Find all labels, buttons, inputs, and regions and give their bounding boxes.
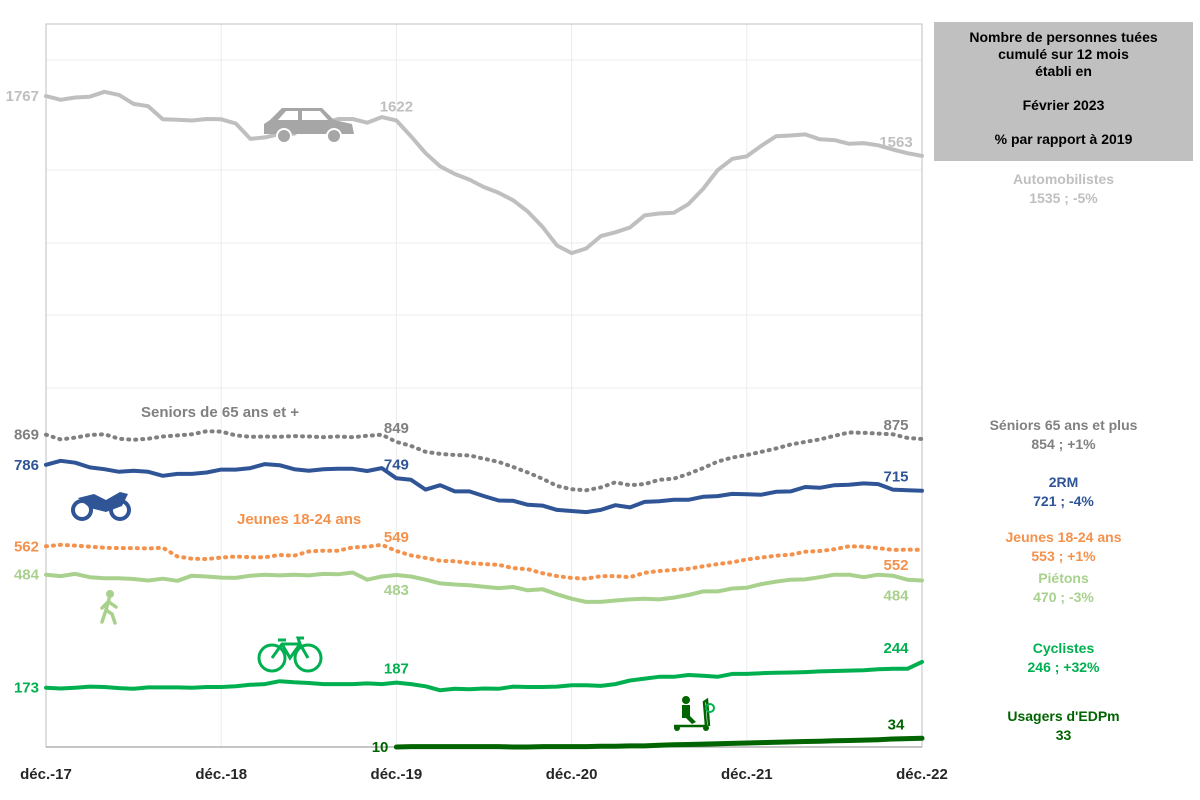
data-label-cyclistes: 244 [883, 640, 909, 657]
data-label-jeunes: 549 [384, 529, 409, 546]
legend-summary: 1535 ; -5% [1029, 190, 1098, 206]
series-line-jeunes [44, 542, 924, 581]
series-line-edpm [393, 735, 925, 750]
title-line-3: établi en [1035, 63, 1092, 79]
x-tick-label: déc.-22 [896, 766, 948, 783]
series-layer [44, 89, 925, 750]
car-icon [264, 108, 354, 144]
legend-name: Jeunes 18-24 ans [1005, 529, 1122, 545]
data-label-seniors: 875 [883, 417, 908, 434]
legend-seniors: Séniors 65 ans et plus 854 ; +1% [934, 416, 1193, 454]
data-label-auto: 1622 [380, 98, 413, 115]
data-label-rm: 786 [14, 457, 39, 474]
legend-summary: 246 ; +32% [1027, 659, 1100, 675]
data-label-jeunes: 562 [14, 538, 39, 555]
data-label-auto: 1767 [6, 88, 39, 105]
series-line-cyclistes [44, 659, 924, 693]
title-line-2: cumulé sur 12 mois [998, 46, 1129, 62]
scooter-icon [674, 696, 715, 731]
legend-name: Cyclistes [1032, 640, 1095, 656]
data-label-seniors: 849 [384, 420, 409, 437]
data-label-cyclistes: 173 [14, 680, 39, 697]
data-label-edpm: 10 [372, 739, 389, 756]
title-line-4: Février 2023 [1022, 97, 1105, 113]
legend-name: Piétons [1038, 570, 1089, 586]
data-label-auto: 1563 [879, 134, 912, 151]
legend-summary: 854 ; +1% [1031, 436, 1096, 452]
legend-name: Usagers d'EDPm [1007, 708, 1120, 724]
x-tick-label: déc.-21 [721, 766, 773, 783]
legend-summary: 33 [1055, 727, 1072, 743]
x-tick-label: déc.-17 [20, 766, 72, 783]
legend-summary: 721 ; -4% [1033, 493, 1094, 509]
series-line-auto [44, 89, 924, 256]
legend-cyclistes: Cyclistes 246 ; +32% [934, 639, 1193, 677]
legend-edpm: Usagers d'EDPm 33 [934, 707, 1193, 745]
data-label-rm: 749 [384, 456, 409, 473]
legend-automobilistes: Automobilistes 1535 ; -5% [934, 170, 1193, 208]
data-labels: 1767 1622 1563 869 849 875 786 749 715 562 549 552 4… [6, 88, 913, 756]
data-label-rm: 715 [883, 469, 908, 486]
x-axis: déc.-17 déc.-18 déc.-19 déc.-20 déc.-21 déc.-… [20, 766, 948, 783]
data-label-jeunes: 552 [883, 557, 908, 574]
motorcycle-icon [71, 492, 131, 521]
legend-jeunes: Jeunes 18-24 ans 553 ; +1% [934, 528, 1193, 566]
chart-title-box: Nombre de personnes tuées cumulé sur 12 … [934, 22, 1193, 161]
plot-area-border [45, 23, 923, 748]
legend-name: Automobilistes [1012, 171, 1115, 187]
legend-summary: 553 ; +1% [1031, 548, 1096, 564]
title-line-1: Nombre de personnes tuées [969, 29, 1158, 45]
x-tick-label: déc.-20 [546, 766, 598, 783]
plot-frame [45, 23, 923, 748]
data-label-seniors: 869 [14, 427, 39, 444]
series-line-pietons [44, 570, 924, 604]
title-line-5: % par rapport à 2019 [994, 131, 1133, 147]
legend-2rm: 2RM 721 ; -4% [934, 473, 1193, 511]
annotation-seniors: Seniors de 65 ans et + [141, 404, 299, 421]
legend-summary: 470 ; -3% [1033, 589, 1094, 605]
legend-pietons: Piétons 470 ; -3% [934, 569, 1193, 607]
x-tick-label: déc.-18 [195, 766, 247, 783]
x-tick-label: déc.-19 [371, 766, 423, 783]
annotation-jeunes: Jeunes 18-24 ans [237, 511, 361, 528]
data-label-pietons: 484 [14, 567, 40, 584]
legend-name: Séniors 65 ans et plus [989, 417, 1138, 433]
data-label-cyclistes: 187 [384, 661, 409, 678]
data-label-pietons: 484 [883, 587, 909, 604]
chart-grid [45, 24, 923, 747]
legend-name: 2RM [1048, 474, 1079, 490]
pedestrian-icon [100, 590, 118, 625]
data-label-pietons: 483 [384, 582, 409, 599]
data-label-edpm: 34 [888, 716, 905, 733]
bicycle-icon [257, 636, 323, 673]
series-line-seniors [44, 429, 924, 493]
series-line-rm [44, 458, 924, 515]
